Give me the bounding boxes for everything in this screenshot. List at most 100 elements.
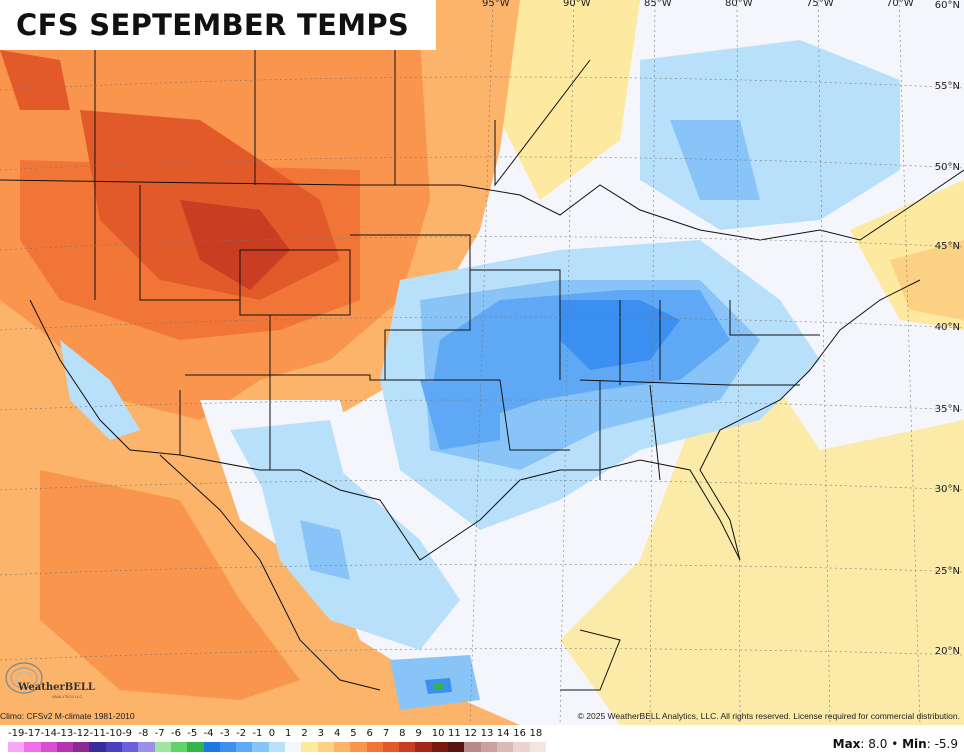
colorbar-swatch <box>187 742 204 752</box>
colorbar-label: 13 <box>480 728 494 739</box>
colorbar-label: -14 <box>40 728 57 739</box>
lat-label-45n: 45°N <box>934 241 960 252</box>
lat-label-50n: 50°N <box>934 162 960 173</box>
lat-label-30n: 30°N <box>934 484 960 495</box>
colorbar-label: 3 <box>317 728 325 739</box>
logo-name: WeatherBELL <box>18 682 95 693</box>
colorbar-label: -13 <box>56 728 74 739</box>
colorbar-cell: 1 <box>285 728 302 752</box>
colorbar-label: 8 <box>399 728 406 739</box>
colorbar-cell: -6 <box>170 728 188 752</box>
colorbar-cell: -8 <box>138 728 155 752</box>
colorbar-swatch <box>350 742 367 752</box>
colorbar-swatch <box>496 742 514 752</box>
colorbar-cell: 18 <box>529 728 546 752</box>
colorbar-swatch <box>138 742 155 752</box>
min-label: Min <box>902 737 927 751</box>
colorbar-swatch <box>219 742 237 752</box>
colorbar-cell: -4 <box>203 728 220 752</box>
colorbar-label: 9 <box>415 728 422 739</box>
title-box: CFS SEPTEMBER TEMPS <box>0 0 436 50</box>
colorbar-label: 4 <box>333 728 341 739</box>
colorbar-cell: -1 <box>252 728 269 752</box>
colorbar-swatch <box>333 742 351 752</box>
colorbar-cell: 11 <box>448 728 465 752</box>
climo-note: Climo: CFSv2 M-climate 1981-2010 <box>0 711 135 721</box>
colorbar-swatch <box>399 742 416 752</box>
colorbar-label: -7 <box>154 728 165 739</box>
colorbar-label: -11 <box>89 728 106 739</box>
colorbar-label: 18 <box>529 728 543 739</box>
colorbar-cell: -5 <box>187 728 204 752</box>
colorbar-cell: -11 <box>89 728 106 752</box>
logo-subtitle: ANALYTICS LLC <box>52 694 83 699</box>
colorbar-label: -9 <box>122 728 133 739</box>
colorbar-swatch <box>252 742 269 752</box>
colorbar-label: -1 <box>252 728 263 739</box>
lat-label-20n: 20°N <box>934 646 960 657</box>
max-min-stats: Max: 8.0 • Min: -5.9 <box>832 737 958 751</box>
colorbar-label: -10 <box>105 728 123 739</box>
map-title: CFS SEPTEMBER TEMPS <box>16 8 410 42</box>
colorbar-swatch <box>56 742 74 752</box>
lat-label-40n: 40°N <box>934 322 960 333</box>
colorbar-swatch <box>203 742 220 752</box>
colorbar-cell: 8 <box>399 728 416 752</box>
colorbar-label: 14 <box>496 728 510 739</box>
colorbar-cell: 12 <box>464 728 481 752</box>
colorbar-swatch <box>513 742 530 752</box>
colorbar-swatch <box>317 742 334 752</box>
lat-label-55n: 55°N <box>934 81 960 92</box>
colorbar-swatch <box>73 742 90 752</box>
colorbar-label: 5 <box>350 728 357 739</box>
lat-label-35n: 35°N <box>934 404 960 415</box>
colorbar-cell: -13 <box>56 728 74 752</box>
colorbar-cell: -12 <box>73 728 90 752</box>
colorbar-cell: 9 <box>415 728 432 752</box>
colorbar-label: 11 <box>448 728 461 739</box>
colorbar-cell: 7 <box>382 728 400 752</box>
colorbar-swatch <box>529 742 546 752</box>
colorbar-swatch <box>8 742 25 752</box>
colorbar-cell: 5 <box>350 728 367 752</box>
colorbar-label: -4 <box>203 728 214 739</box>
colorbar-cell: 0 <box>268 728 286 752</box>
colorbar-label: 12 <box>464 728 478 739</box>
weatherbell-logo: WeatherBELL ANALYTICS LLC <box>4 660 95 704</box>
colorbar-label: 6 <box>366 728 373 739</box>
max-value: 8.0 <box>868 737 888 751</box>
colorbar-label: -6 <box>170 728 181 739</box>
colorbar-swatch <box>448 742 465 752</box>
copyright-note: © 2025 WeatherBELL Analytics, LLC. All r… <box>577 711 960 721</box>
colorbar-label: -19 <box>8 728 25 739</box>
colorbar-cell: -7 <box>154 728 171 752</box>
colorbar-label: -17 <box>24 728 41 739</box>
colorbar-cell: 4 <box>333 728 351 752</box>
max-label: Max <box>832 737 861 751</box>
colorbar-cell: -9 <box>122 728 139 752</box>
colorbar-label: -2 <box>236 728 247 739</box>
colorbar-cell: 6 <box>366 728 383 752</box>
lon-label-85w: 85°W <box>644 0 672 9</box>
colorbar-cell: 2 <box>301 728 318 752</box>
colorbar-swatch <box>415 742 432 752</box>
colorbar-swatch <box>285 742 302 752</box>
min-value: -5.9 <box>934 737 958 751</box>
colorbar-swatch <box>24 742 41 752</box>
lat-label-60n: 60°N <box>934 0 960 11</box>
lon-label-80w: 80°W <box>725 0 753 9</box>
colorbar-swatch <box>431 742 449 752</box>
colorbar-swatch <box>40 742 57 752</box>
colorbar-label: 1 <box>285 728 292 739</box>
colorbar-label: -8 <box>138 728 149 739</box>
lon-label-90w: 90°W <box>563 0 591 9</box>
lon-label-75w: 75°W <box>806 0 834 9</box>
colorbar-label: -12 <box>73 728 90 739</box>
colorbar-cell: 16 <box>513 728 530 752</box>
colorbar-cell: -10 <box>105 728 123 752</box>
lat-label-25n: 25°N <box>934 566 960 577</box>
stats-separator: • <box>891 737 899 751</box>
colorbar-cell: 10 <box>431 728 449 752</box>
colorbar-cell: 3 <box>317 728 334 752</box>
lon-label-70w: 70°W <box>886 0 914 9</box>
